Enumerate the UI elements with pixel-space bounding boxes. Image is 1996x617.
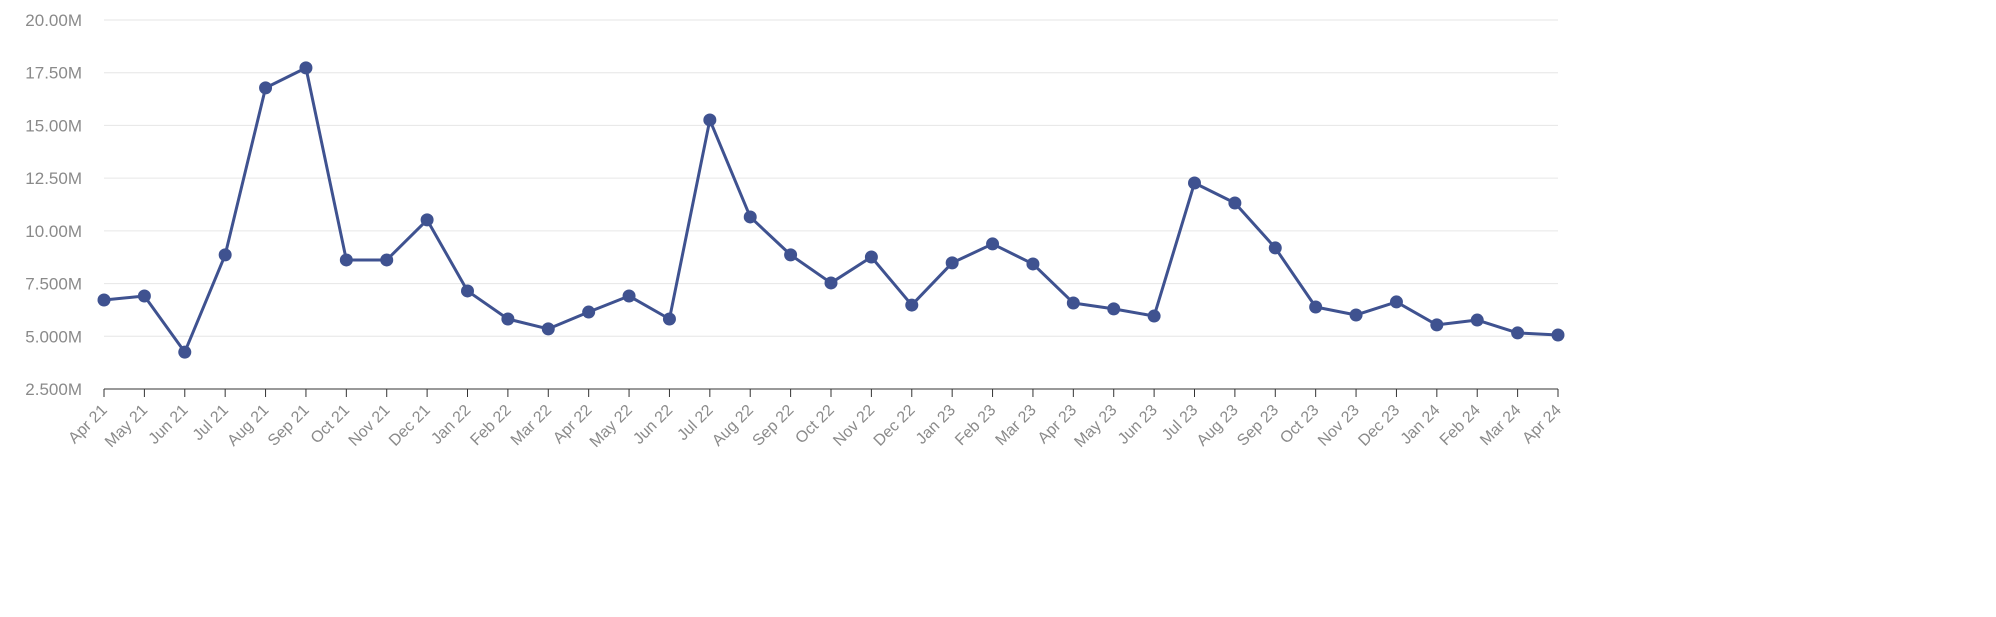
data-point: [1188, 176, 1201, 190]
x-tick-label: Feb 23: [952, 402, 999, 449]
y-tick-label: 17.50M: [25, 64, 82, 83]
data-point: [945, 256, 959, 270]
x-tick-label: Nov 22: [830, 402, 878, 450]
data-point: [218, 248, 232, 262]
data-point: [1066, 296, 1080, 310]
data-point: [986, 237, 1000, 251]
x-tick-label: Nov 21: [346, 402, 394, 450]
y-tick-label: 5.000M: [25, 327, 82, 346]
x-tick-label: Oct 23: [1277, 402, 1322, 447]
x-tick-label: Dec 22: [871, 402, 919, 450]
x-tick-label: Aug 22: [709, 402, 757, 450]
data-point: [541, 322, 555, 336]
data-point: [824, 276, 838, 290]
data-point: [622, 289, 636, 303]
x-tick-label: Jan 24: [1398, 402, 1444, 448]
x-tick-label: May 23: [1071, 402, 1120, 451]
data-point: [703, 113, 717, 127]
x-tick-label: Mar 22: [508, 402, 555, 449]
data-point: [339, 253, 353, 267]
series-line: [103, 66, 1559, 354]
data-point: [461, 284, 474, 298]
y-tick-label: 15.00M: [25, 116, 82, 135]
data-point: [501, 312, 515, 326]
y-tick-label: 10.00M: [25, 222, 82, 241]
x-tick-label: Sep 21: [265, 402, 313, 450]
data-point: [784, 248, 798, 262]
x-tick-label: Jan 22: [428, 402, 474, 448]
x-tick-label: Aug 23: [1194, 402, 1242, 450]
x-tick-label: Sep 22: [750, 402, 798, 450]
y-tick-label: 12.50M: [25, 169, 82, 188]
data-point: [1430, 318, 1444, 332]
x-tick-label: Nov 23: [1315, 402, 1363, 450]
data-point: [1511, 326, 1525, 340]
x-tick-label: Mar 23: [993, 402, 1040, 449]
gridlines: [104, 19, 1558, 337]
y-axis: 2.500M 5.000M 7.500M 10.00M 12.50M 15.00M 17.5…: [25, 11, 82, 399]
x-tick-label: Sep 23: [1234, 402, 1282, 450]
data-point: [864, 250, 878, 264]
data-point: [1228, 196, 1242, 210]
series: [97, 61, 1565, 359]
data-point: [743, 210, 757, 224]
x-tick-label: Oct 21: [308, 402, 353, 447]
x-tick-label: Dec 23: [1355, 402, 1403, 450]
data-point: [1268, 241, 1282, 255]
data-point: [1349, 308, 1363, 322]
data-point: [662, 312, 676, 326]
x-tick-label: Aug 21: [224, 402, 272, 450]
data-point: [1309, 300, 1323, 314]
x-tick-label: Feb 22: [467, 402, 514, 449]
y-tick-label: 7.500M: [25, 275, 82, 294]
x-tick-label: Jan 23: [913, 402, 959, 448]
data-point: [582, 305, 596, 319]
data-point: [420, 213, 434, 227]
y-tick-label: 20.00M: [25, 11, 82, 30]
data-point: [1026, 257, 1040, 271]
x-tick-label: May 21: [102, 402, 151, 451]
data-point: [1389, 295, 1403, 309]
data-point: [299, 61, 313, 75]
data-point: [905, 298, 919, 312]
data-point: [1470, 313, 1484, 327]
data-point: [1551, 328, 1565, 342]
x-tick-label: Apr 24: [1519, 402, 1564, 447]
data-point: [380, 253, 394, 267]
data-point: [137, 289, 151, 303]
data-point: [259, 81, 273, 95]
x-tick-label: May 22: [587, 402, 636, 451]
x-tick-label: Oct 22: [792, 402, 837, 447]
data-point: [1107, 302, 1121, 316]
x-tick-label: Jun 22: [630, 402, 676, 448]
y-tick-label: 2.500M: [25, 380, 82, 399]
data-point: [1147, 309, 1161, 323]
data-point: [178, 345, 192, 359]
data-point: [97, 293, 111, 307]
x-tick-label: Feb 24: [1437, 402, 1484, 449]
x-tick-label: Jun 23: [1115, 402, 1161, 448]
x-tick-label: Mar 24: [1477, 402, 1524, 449]
x-tick-label: Jun 21: [146, 402, 192, 448]
x-tick-label: Dec 21: [386, 402, 434, 450]
